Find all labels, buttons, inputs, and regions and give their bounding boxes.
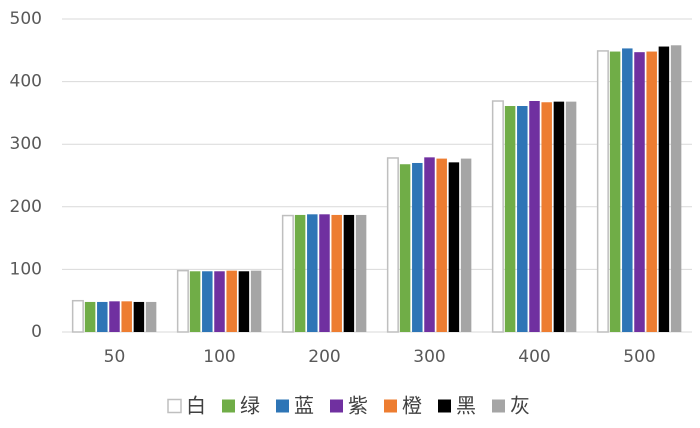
bar	[319, 214, 330, 332]
legend-label: 绿	[240, 394, 260, 418]
bar	[517, 106, 528, 332]
legend-swatch	[384, 399, 397, 413]
bar	[331, 214, 342, 332]
legend: 白绿蓝紫橙黑灰	[167, 394, 530, 418]
bar	[634, 52, 645, 332]
bar	[596, 50, 609, 333]
y-tick-label: 500	[10, 9, 42, 29]
legend-swatch	[276, 399, 289, 413]
bar	[491, 100, 504, 333]
bar	[145, 301, 157, 332]
legend-swatch	[492, 399, 505, 413]
bar	[412, 162, 423, 332]
legend-swatch	[222, 399, 235, 413]
legend-label: 蓝	[294, 394, 314, 418]
y-tick-label: 0	[31, 322, 42, 342]
bar	[226, 270, 237, 332]
y-tick-label: 200	[10, 197, 42, 217]
y-tick-label: 100	[10, 259, 42, 279]
bar	[670, 45, 682, 333]
legend-label: 白	[186, 394, 206, 418]
bar	[189, 271, 201, 332]
bar	[436, 158, 447, 332]
legend-label: 紫	[348, 394, 368, 418]
x-tick-label: 400	[518, 347, 550, 367]
bar	[294, 214, 306, 332]
bar	[424, 157, 435, 332]
bar	[281, 214, 294, 333]
bar	[133, 301, 145, 332]
bar	[238, 271, 250, 332]
bar	[97, 301, 108, 332]
legend-swatch	[438, 399, 451, 413]
bar	[565, 101, 577, 332]
bar	[71, 299, 84, 333]
bar	[355, 214, 367, 332]
bar	[622, 48, 633, 333]
bar	[386, 157, 399, 333]
bar	[553, 101, 565, 332]
bar	[646, 51, 657, 332]
legend-label: 灰	[510, 394, 530, 418]
bar	[307, 214, 318, 332]
bar	[504, 106, 516, 332]
x-tick-label: 100	[203, 347, 235, 367]
legend-label: 黑	[456, 394, 476, 418]
bar	[541, 102, 552, 333]
bar	[460, 158, 472, 332]
bar	[250, 270, 262, 332]
bar	[109, 301, 120, 332]
legend-swatch	[330, 399, 343, 413]
bar	[202, 271, 213, 332]
bar	[529, 101, 540, 332]
legend-swatch	[167, 398, 182, 414]
bar	[176, 269, 189, 333]
bar	[343, 214, 355, 332]
legend-label: 橙	[402, 394, 422, 418]
bar	[214, 271, 225, 332]
x-tick-label: 200	[308, 347, 340, 367]
bar	[399, 164, 411, 332]
bar	[609, 51, 621, 332]
y-tick-label: 300	[10, 134, 42, 154]
x-tick-label: 50	[104, 347, 126, 367]
bar	[121, 301, 132, 332]
y-tick-label: 400	[10, 72, 42, 92]
x-tick-label: 500	[623, 347, 655, 367]
bar	[448, 162, 460, 332]
bar	[84, 301, 96, 332]
bar	[658, 46, 670, 332]
x-tick-label: 300	[413, 347, 445, 367]
